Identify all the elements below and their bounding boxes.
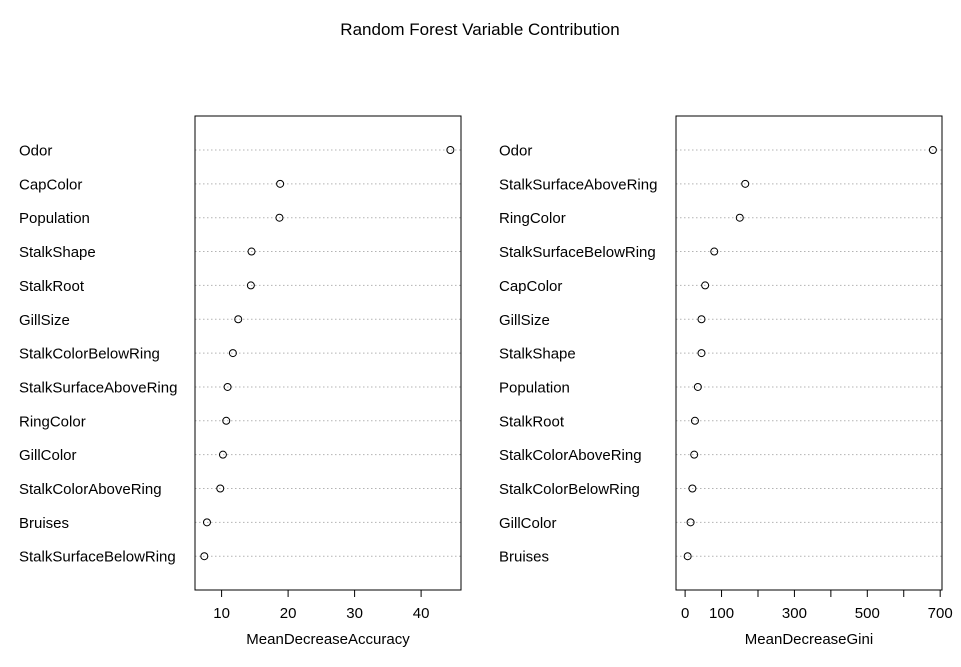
category-label: StalkRoot xyxy=(19,278,85,295)
category-label: StalkRoot xyxy=(499,413,565,430)
data-point xyxy=(697,315,706,324)
category-label: CapColor xyxy=(499,278,562,295)
data-point xyxy=(697,349,706,358)
x-tick-label: 30 xyxy=(346,605,363,622)
data-point xyxy=(690,450,699,459)
category-label: StalkShape xyxy=(499,346,576,363)
data-point xyxy=(688,484,697,493)
category-label: StalkSurfaceAboveRing xyxy=(499,176,657,193)
category-label: Population xyxy=(499,379,570,396)
data-point xyxy=(446,146,455,154)
category-label: GillSize xyxy=(19,312,70,329)
data-point xyxy=(218,450,227,459)
category-label: StalkColorBelowRing xyxy=(19,346,160,363)
panel-mean-decrease-gini: Odor StalkSurfaceAboveRing RingColor StalkS… xyxy=(499,115,953,648)
data-point xyxy=(234,315,243,324)
category-label: RingColor xyxy=(19,413,86,430)
data-point xyxy=(228,349,237,358)
category-label: Population xyxy=(19,210,90,227)
data-point xyxy=(275,213,284,222)
category-label: RingColor xyxy=(499,210,566,227)
category-label: CapColor xyxy=(19,176,82,193)
data-point xyxy=(223,382,232,391)
category-label: GillColor xyxy=(19,447,77,464)
plot-frame xyxy=(194,115,462,591)
data-point xyxy=(741,179,750,188)
x-tick-label: 300 xyxy=(782,605,807,622)
data-point xyxy=(710,247,719,256)
x-tick-label: 0 xyxy=(681,605,689,622)
x-tick-label: 700 xyxy=(928,605,953,622)
data-point xyxy=(693,382,702,391)
category-label: GillColor xyxy=(499,515,557,532)
data-point xyxy=(686,518,695,527)
data-point xyxy=(202,518,211,527)
x-tick-label: 20 xyxy=(280,605,297,622)
category-label: StalkColorAboveRing xyxy=(19,481,162,498)
category-label: StalkSurfaceAboveRing xyxy=(19,379,177,396)
data-point xyxy=(200,552,209,561)
x-tick-label: 40 xyxy=(413,605,430,622)
category-label: StalkColorAboveRing xyxy=(499,447,642,464)
category-label: StalkColorBelowRing xyxy=(499,481,640,498)
data-point xyxy=(216,484,225,493)
category-label: StalkSurfaceBelowRing xyxy=(19,549,176,566)
data-point xyxy=(690,416,699,425)
data-point xyxy=(735,213,744,222)
data-point xyxy=(928,146,937,154)
category-label: Bruises xyxy=(499,549,549,566)
panel-mean-decrease-accuracy: Odor CapColor Population StalkShape StalkRoo… xyxy=(19,115,462,648)
category-label: StalkSurfaceBelowRing xyxy=(499,244,656,261)
data-point xyxy=(683,552,692,561)
x-tick-label: 100 xyxy=(709,605,734,622)
x-axis-label: MeanDecreaseAccuracy xyxy=(246,631,410,648)
category-label: StalkShape xyxy=(19,244,96,261)
x-tick-label: 500 xyxy=(855,605,880,622)
plot-frame xyxy=(675,115,943,591)
x-tick-label: 10 xyxy=(213,605,230,622)
data-point xyxy=(222,416,231,425)
category-label: GillSize xyxy=(499,312,550,329)
data-point xyxy=(276,179,285,188)
category-label: Bruises xyxy=(19,515,69,532)
data-point xyxy=(246,281,255,290)
data-point xyxy=(701,281,710,290)
chart-title: Random Forest Variable Contribution xyxy=(340,20,619,39)
x-axis-label: MeanDecreaseGini xyxy=(745,631,873,648)
data-point xyxy=(247,247,256,256)
category-label: Odor xyxy=(499,143,532,160)
category-label: Odor xyxy=(19,143,52,160)
